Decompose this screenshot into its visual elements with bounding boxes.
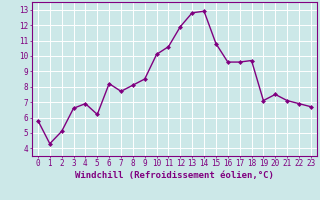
X-axis label: Windchill (Refroidissement éolien,°C): Windchill (Refroidissement éolien,°C) <box>75 171 274 180</box>
